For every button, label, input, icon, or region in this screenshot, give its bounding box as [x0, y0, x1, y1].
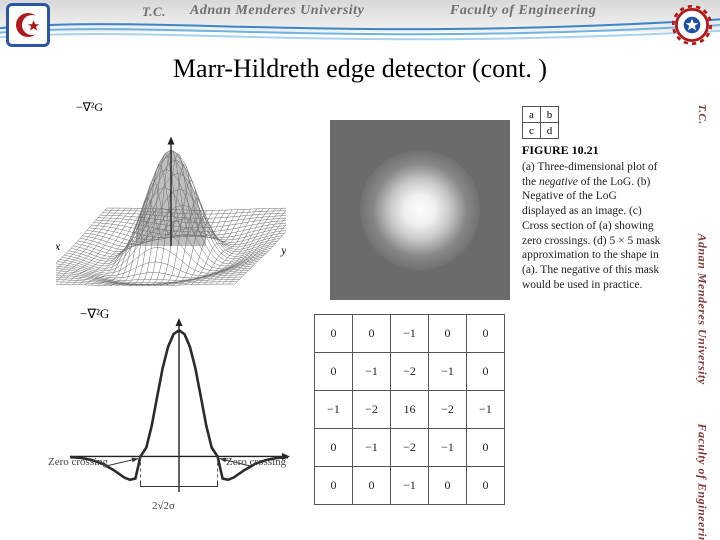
mask-cell: −1	[353, 353, 391, 391]
mask-cell: 0	[315, 353, 353, 391]
mask-cell: 0	[315, 315, 353, 353]
vertical-banner: T.C. Adnan Menderes University Faculty o…	[690, 100, 714, 520]
zero-crossing-label-right: Zero crossing	[226, 456, 286, 468]
quad-cell: d	[541, 123, 559, 139]
vbanner-university: Adnan Menderes University	[695, 234, 710, 258]
mask-cell: −2	[353, 391, 391, 429]
mask-table: 00−1000−1−2−10−1−216−2−10−1−2−1000−100	[314, 314, 505, 505]
mask-cell: 0	[353, 315, 391, 353]
header-tc: T.C.	[142, 4, 166, 20]
figure-caption: abcd FIGURE 10.21 (a) Three-dimensional …	[522, 106, 662, 292]
panel-a-3d-surface: −∇²G xy	[56, 106, 286, 286]
quad-cell: b	[541, 107, 559, 123]
mask-cell: −1	[467, 391, 505, 429]
caption-text: (a) Three-dimensional plot of the negati…	[522, 160, 662, 292]
vbanner-tc: T.C.	[696, 104, 708, 128]
logo-left	[6, 3, 50, 47]
subfigure-key-table: abcd	[522, 106, 559, 139]
mask-cell: 16	[391, 391, 429, 429]
zero-crossing-label-left: Zero crossing	[48, 456, 108, 468]
mask-cell: 0	[429, 467, 467, 505]
figure-number: FIGURE 10.21	[522, 143, 662, 158]
mask-cell: 0	[315, 429, 353, 467]
mask-cell: −1	[315, 391, 353, 429]
slide-header: T.C. Adnan Menderes University Faculty o…	[0, 0, 720, 54]
mask-cell: −2	[391, 353, 429, 391]
mask-cell: 0	[315, 467, 353, 505]
figure-area: −∇²G xy −∇²G Zero crossing Zero crossing…	[56, 106, 686, 526]
mask-cell: −2	[391, 429, 429, 467]
panel-d-mask-table: 00−1000−1−2−10−1−216−2−10−1−2−1000−100	[314, 314, 505, 505]
mask-cell: 0	[467, 353, 505, 391]
mask-cell: −1	[353, 429, 391, 467]
vbanner-faculty: Faculty of Engineering	[695, 424, 710, 448]
mask-cell: −1	[429, 429, 467, 467]
panel-b-gaussian-blob	[360, 150, 480, 270]
mask-cell: 0	[429, 315, 467, 353]
panel-a-svg: xy	[56, 106, 286, 286]
quad-cell: a	[523, 107, 541, 123]
mask-cell: −1	[391, 315, 429, 353]
mask-cell: 0	[467, 467, 505, 505]
crescent-star-icon	[12, 9, 44, 41]
panel-c-cross-section: −∇²G Zero crossing Zero crossing 2√2σ	[54, 308, 304, 516]
gear-seal-icon	[670, 3, 714, 47]
svg-text:x: x	[56, 239, 61, 253]
panel-b-image	[330, 120, 510, 300]
panel-a-axis-label: −∇²G	[76, 100, 103, 115]
slide-title: Marr-Hildreth edge detector (cont. )	[0, 54, 720, 84]
panel-c-axis-label: −∇²G	[80, 306, 109, 322]
width-brace-label: 2√2σ	[152, 500, 175, 512]
mask-cell: −2	[429, 391, 467, 429]
mask-cell: 0	[467, 315, 505, 353]
header-faculty: Faculty of Engineering	[450, 3, 596, 19]
header-university: Adnan Menderes University	[190, 3, 364, 19]
logo-right	[670, 3, 714, 47]
panel-c-svg	[54, 308, 304, 516]
mask-cell: −1	[429, 353, 467, 391]
mask-cell: 0	[353, 467, 391, 505]
mask-cell: −1	[391, 467, 429, 505]
quad-cell: c	[523, 123, 541, 139]
mask-cell: 0	[467, 429, 505, 467]
svg-text:y: y	[280, 243, 286, 257]
